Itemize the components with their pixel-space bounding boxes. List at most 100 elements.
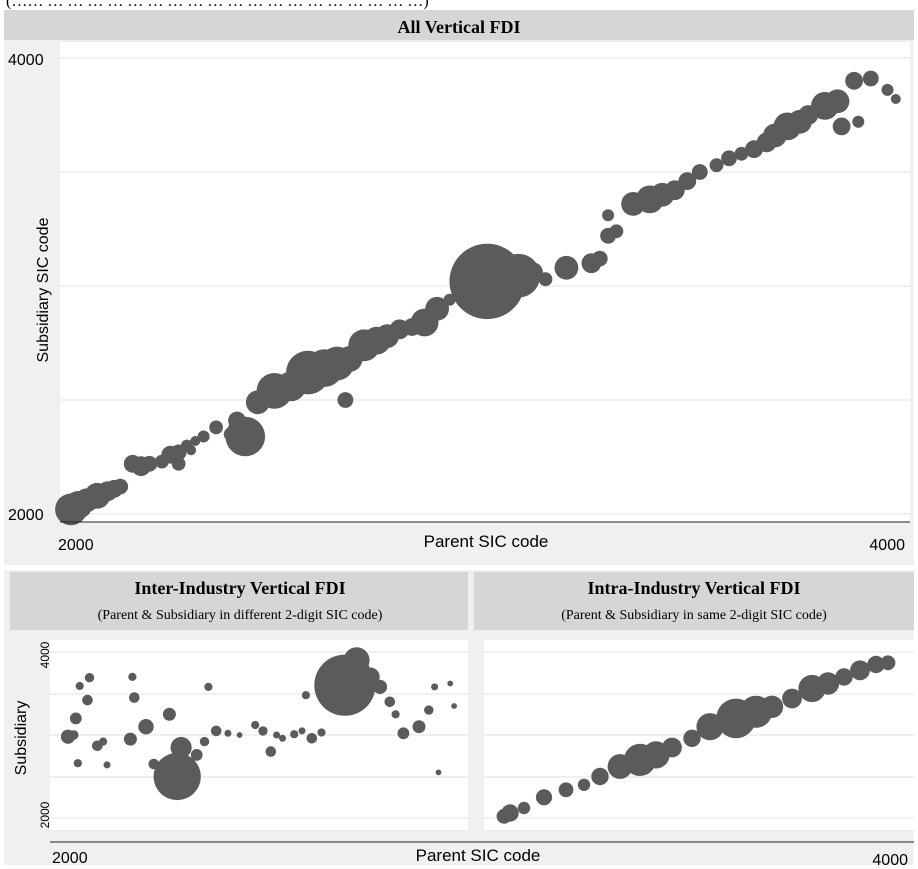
panel2-title-bar xyxy=(10,572,468,630)
bubble-point xyxy=(138,719,154,735)
bubble-point xyxy=(558,782,574,798)
bubble-point xyxy=(153,752,201,801)
bubble-point xyxy=(337,392,354,408)
bubble-point xyxy=(128,672,137,682)
bubble-point xyxy=(451,703,457,709)
bubble-point xyxy=(360,667,380,687)
bubble-point xyxy=(265,746,277,757)
panel-all-vertical-fdi: All Vertical FDI 4000 2000 Subsidiary SI… xyxy=(4,10,914,565)
bubble-point xyxy=(852,115,865,128)
bubble-point xyxy=(535,789,553,806)
bubble-point xyxy=(112,478,129,495)
bubble-point xyxy=(236,732,243,738)
panel2-points xyxy=(60,647,457,801)
bubble-point xyxy=(258,726,268,736)
bubble-point xyxy=(734,146,749,161)
bubble-point xyxy=(298,727,306,735)
bubble-point xyxy=(678,172,697,191)
bubble-point xyxy=(412,720,426,734)
bubble-point xyxy=(306,733,318,744)
panel3-points xyxy=(496,655,896,824)
panel2-ylabel: Subsidiary xyxy=(13,701,30,776)
bubble-point xyxy=(204,682,213,692)
bubble-point xyxy=(171,456,186,471)
bubble-point xyxy=(186,445,197,456)
bottom-xtick-left: 2000 xyxy=(52,850,88,867)
bubble-point xyxy=(832,117,851,136)
bubble-point xyxy=(609,224,624,239)
panel1-ylabel: Subsidiary SIC code xyxy=(35,217,52,362)
bubble-point xyxy=(99,737,108,746)
bubble-point xyxy=(301,691,310,700)
bubble-point xyxy=(662,737,682,758)
bubble-point xyxy=(435,769,442,776)
panel1-xlabel: Parent SIC code xyxy=(424,532,549,551)
bubble-point xyxy=(577,778,591,791)
bubble-point xyxy=(721,150,737,167)
bubble-point xyxy=(709,158,724,173)
bubble-point xyxy=(210,725,222,737)
bubble-point xyxy=(273,731,281,739)
bubble-point xyxy=(760,695,784,718)
panel1-grid xyxy=(60,57,910,515)
bubble-point xyxy=(372,679,388,695)
panel2-ytick-bottom: 2000 xyxy=(38,801,52,828)
panel1-ytick-top: 4000 xyxy=(8,52,44,69)
bubble-point xyxy=(197,430,210,443)
panel1-xtick-left: 2000 xyxy=(58,537,94,554)
bubble-point xyxy=(835,668,853,686)
bubble-point xyxy=(782,688,802,709)
bubble-point xyxy=(845,71,863,90)
bubble-point xyxy=(162,707,176,721)
panel3-title-bar xyxy=(474,572,914,630)
bubble-point xyxy=(343,647,370,674)
bubble-point xyxy=(602,209,615,222)
top-caption: (…… … … … … … … … … … … … … … … … … … … … xyxy=(6,0,429,10)
bubble-point xyxy=(501,804,519,822)
bubble-point xyxy=(447,680,454,687)
bubble-point xyxy=(850,660,870,681)
bubble-point xyxy=(384,696,396,708)
bubble-point xyxy=(825,89,850,114)
bubble-point xyxy=(424,705,434,715)
bubble-point xyxy=(75,681,84,691)
bubble-point xyxy=(170,736,192,759)
bubble-point xyxy=(82,694,93,706)
bubble-point xyxy=(881,83,894,96)
bubble-point xyxy=(279,734,286,742)
bubble-point xyxy=(523,262,543,283)
panel1-ytick-bottom: 2000 xyxy=(8,507,44,524)
bubble-point xyxy=(554,255,579,280)
bubble-point xyxy=(691,164,708,180)
panel1-title-bar xyxy=(4,10,914,40)
bubble-point xyxy=(591,767,609,786)
bubble-point xyxy=(425,296,449,321)
bubble-point xyxy=(141,455,158,472)
panel3-title: Intra-Industry Vertical FDI xyxy=(587,578,800,598)
bubble-point xyxy=(591,250,608,267)
bubble-point xyxy=(317,728,326,737)
bubble-point xyxy=(225,416,266,457)
panel1-title: All Vertical FDI xyxy=(398,17,521,37)
bubble-point xyxy=(431,683,439,691)
bubble-point xyxy=(443,293,456,306)
bottom-xlabel: Parent SIC code xyxy=(416,846,541,865)
bubble-point xyxy=(538,272,553,287)
bubble-point xyxy=(251,720,260,730)
panel-inter-industry: Inter-Industry Vertical FDI (Parent & Su… xyxy=(10,572,468,830)
bubble-point xyxy=(517,801,531,815)
bubble-point xyxy=(290,730,299,739)
bubble-point xyxy=(391,710,400,719)
bubble-point xyxy=(816,672,840,695)
bubble-point xyxy=(209,420,224,435)
bubble-point xyxy=(867,655,885,674)
bubble-point xyxy=(73,759,82,768)
bubble-point xyxy=(199,736,210,747)
bubble-point xyxy=(397,727,410,740)
bubble-point xyxy=(880,655,896,671)
bubble-point xyxy=(190,436,201,446)
panel1-xtick-right: 4000 xyxy=(869,537,905,554)
panel2-grid xyxy=(50,651,468,819)
bubble-point xyxy=(862,70,879,87)
